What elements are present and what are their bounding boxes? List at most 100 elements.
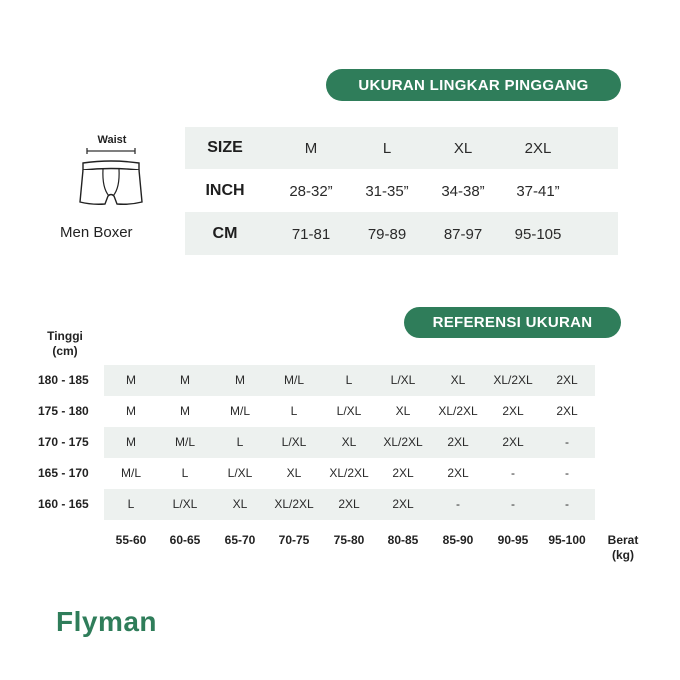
table-cell: M [126,404,136,418]
table-cell: 37-41” [516,182,560,200]
table-cell: L/XL [172,497,198,511]
table-cell: 28-32” [289,182,333,200]
height-axis-label-line2: (cm) [52,344,78,358]
table-row: 160 - 165 L L/XL XL XL/2XL 2XL 2XL - - - [0,489,680,520]
boxer-shorts-icon [79,148,143,205]
table-cell: XL [453,139,473,157]
table-cell: - [565,466,569,480]
weight-axis-label-line1: Berat [607,533,639,547]
table-cell: 2XL [556,373,578,387]
table-cell: 2XL [502,435,524,449]
table-cell: 95-105 [514,225,562,243]
table-cell: 2XL [447,435,469,449]
table-cell: L/XL [281,435,307,449]
height-axis-label-line1: Tinggi [47,329,83,343]
table-row-band [185,127,618,169]
table-cell: - [511,466,515,480]
boxer-illustration: Waist [74,132,150,214]
table-row-band [104,489,595,520]
table-cell: XL/2XL [493,373,533,387]
row-header: INCH [205,182,245,199]
table-cell: XL [450,373,466,387]
waist-label: Waist [97,134,127,146]
height-range: 175 - 180 [38,404,89,418]
table-cell: M [180,373,190,387]
weight-range: 55-60 [115,533,147,547]
weight-range: 95-100 [548,533,586,547]
table-cell: - [456,497,460,511]
table-cell: XL/2XL [438,404,478,418]
table-cell: L/XL [336,404,362,418]
table-cell: M/L [283,373,304,387]
table-cell: 2XL [392,497,414,511]
table-row-band [104,427,595,458]
table-cell: 2XL [447,466,469,480]
table-cell: 2XL [502,404,524,418]
table-cell: M/L [174,435,195,449]
height-range: 170 - 175 [38,435,89,449]
table-row-cm: CM 71-81 79-89 87-97 95-105 [185,213,618,255]
table-cell: L/XL [390,373,416,387]
table-cell: - [565,497,569,511]
weight-axis-label: Berat (kg) [600,533,646,563]
height-range: 180 - 185 [38,373,89,387]
weight-range: 75-80 [333,533,365,547]
weight-range: 90-95 [497,533,529,547]
table-cell: M [180,404,190,418]
table-cell: XL [232,497,248,511]
table-cell: 2XL [338,497,360,511]
waist-size-title: UKURAN LINGKAR PINGGANG [358,76,589,94]
weight-range: 65-70 [224,533,256,547]
table-cell: 2XL [556,404,578,418]
table-cell: XL [395,404,411,418]
size-reference-title-badge: REFERENSI UKURAN [404,307,621,338]
table-cell: M/L [120,466,141,480]
height-range: 165 - 170 [38,466,89,480]
table-cell: 87-97 [443,225,483,243]
table-row: 170 - 175 M M/L L L/XL XL XL/2XL 2XL 2XL… [0,427,680,458]
table-cell: L [345,373,353,387]
table-cell: 2XL [524,139,552,157]
size-reference-title: REFERENSI UKURAN [432,314,593,331]
table-cell: XL [286,466,302,480]
table-cell: 34-38” [441,182,485,200]
table-cell: 31-35” [365,182,409,200]
weight-range: 85-90 [442,533,474,547]
table-cell: M [304,139,318,157]
height-range: 160 - 165 [38,497,89,511]
row-header: CM [212,225,238,242]
table-cell: L [127,497,135,511]
weight-range: 70-75 [278,533,310,547]
table-cell: L [290,404,298,418]
table-cell: XL/2XL [274,497,314,511]
waist-size-title-badge: UKURAN LINGKAR PINGGANG [326,69,621,101]
weight-range: 80-85 [387,533,419,547]
table-cell: M [126,435,136,449]
weight-axis-label-line2: (kg) [612,548,634,562]
table-cell: M/L [229,404,250,418]
table-cell: - [565,435,569,449]
table-row-size: SIZE M L XL 2XL [185,127,618,169]
row-header: SIZE [207,139,243,156]
weight-range: 60-65 [169,533,201,547]
table-row: 175 - 180 M M M/L L L/XL XL XL/2XL 2XL 2… [0,396,680,427]
table-cell: L [236,435,244,449]
table-cell: M [126,373,136,387]
table-cell: L [382,139,392,157]
table-row: 165 - 170 M/L L L/XL XL XL/2XL 2XL 2XL -… [0,458,680,489]
height-axis-label: Tinggi (cm) [40,329,90,359]
table-cell: - [511,497,515,511]
table-cell: XL [341,435,357,449]
brand-logo: Flyman [56,606,158,637]
table-cell: M [235,373,245,387]
table-cell: 71-81 [291,225,331,243]
table-cell: L/XL [227,466,253,480]
table-cell: XL/2XL [329,466,369,480]
product-label: Men Boxer [60,224,133,241]
table-cell: 79-89 [367,225,407,243]
table-row-inch: INCH 28-32” 31-35” 34-38” 37-41” [185,170,618,212]
table-cell: XL/2XL [383,435,423,449]
table-cell: L [181,466,189,480]
table-row-band [104,365,595,396]
table-row-band [185,212,618,255]
